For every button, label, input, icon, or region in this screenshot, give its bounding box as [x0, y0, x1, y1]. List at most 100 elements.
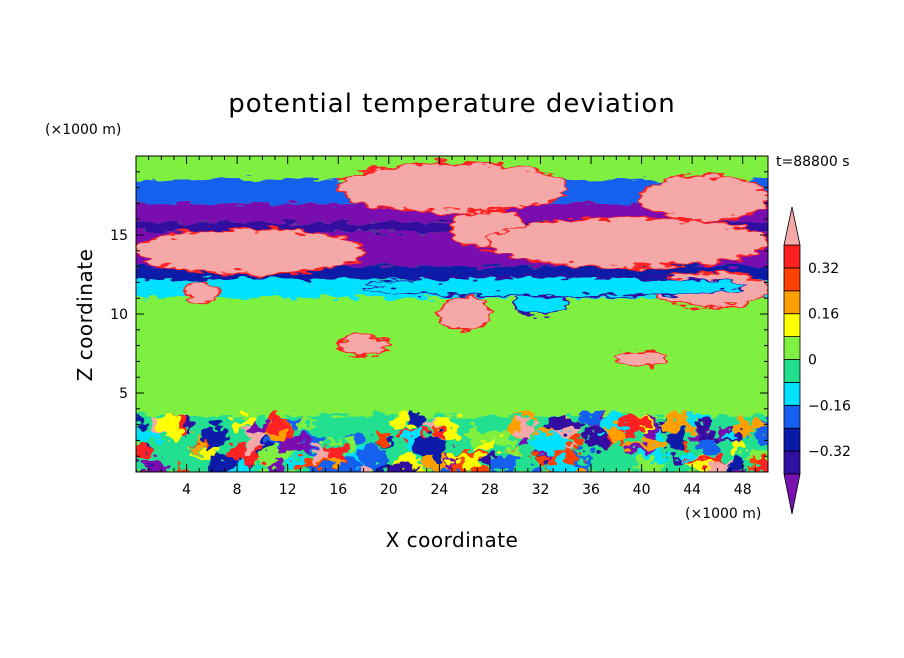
- x-tick-label: 20: [380, 482, 398, 498]
- band-8: [136, 345, 768, 417]
- turb-cell: [551, 458, 575, 472]
- x-tick-label: 24: [430, 482, 448, 498]
- turb-cell: [385, 462, 420, 472]
- feature-6: [186, 282, 219, 302]
- turb-cell: [435, 425, 445, 437]
- turb-cell: [519, 436, 531, 446]
- colorbar-box: [783, 290, 801, 315]
- turb-cell: [574, 467, 592, 472]
- x-tick-label: 36: [582, 482, 600, 498]
- turb-cell: [345, 439, 356, 453]
- x-tick-label: 44: [683, 482, 701, 498]
- turb-cell: [581, 453, 590, 463]
- x-tick-label: 4: [182, 482, 191, 498]
- turb-cell: [136, 415, 145, 431]
- turb-cell: [123, 437, 132, 454]
- y-tick-label: 5: [119, 386, 128, 402]
- feature-4: [489, 219, 768, 267]
- colorbar-box: [783, 267, 801, 292]
- turb-cell: [624, 446, 657, 453]
- feature-11: [363, 277, 743, 296]
- turb-cell: [247, 421, 269, 434]
- y-tick-label: 15: [110, 228, 128, 244]
- turb-cell: [270, 456, 280, 472]
- turb-cell: [277, 435, 313, 452]
- x-axis-unit: (×1000 m): [685, 506, 761, 522]
- colorbar-box: [783, 404, 801, 429]
- x-tick-label: 16: [329, 482, 347, 498]
- turb-cell: [568, 434, 585, 449]
- turb-cell: [608, 465, 631, 472]
- x-tick-label: 40: [633, 482, 651, 498]
- turb-cell: [451, 464, 464, 472]
- turb-cell: [685, 413, 713, 422]
- colorbar-box: [783, 244, 801, 269]
- turb-cell: [619, 412, 647, 437]
- feature-9: [616, 351, 667, 365]
- turb-cell: [267, 412, 284, 436]
- turb-cell: [602, 428, 628, 439]
- colorbar: 0.32 0.16 0 −0.16 −0.32: [783, 206, 851, 515]
- turb-cell: [492, 452, 521, 472]
- feature-2: [136, 230, 364, 273]
- colorbar-box: [783, 450, 801, 475]
- turb-cell: [770, 459, 783, 468]
- y-axis-ticks: 5 10 15: [110, 171, 768, 457]
- turb-cell: [516, 418, 533, 443]
- turb-cell: [731, 441, 743, 458]
- turb-cell: [294, 422, 316, 430]
- turb-cell: [337, 458, 362, 472]
- turb-cell: [689, 455, 723, 462]
- turb-cell: [359, 445, 387, 469]
- turb-cell: [405, 410, 426, 430]
- feature-7: [439, 298, 490, 330]
- turb-cell: [136, 464, 147, 472]
- x-axis-label: X coordinate: [386, 528, 519, 552]
- turb-cell: [413, 433, 449, 459]
- colorbar-tick-label: 0.32: [808, 261, 839, 277]
- turb-cell: [139, 472, 169, 483]
- turb-cell: [430, 426, 439, 433]
- colorbar-box: [783, 313, 801, 338]
- turb-cell: [765, 463, 768, 472]
- turb-cell: [633, 457, 662, 472]
- colorbar-box: [783, 381, 801, 406]
- colorbar-box: [783, 336, 801, 360]
- boundary-layer-turbulence: [123, 410, 783, 483]
- turb-cell: [183, 414, 195, 436]
- x-tick-label: 12: [279, 482, 297, 498]
- turb-cell: [533, 453, 548, 467]
- colorbar-box: [783, 427, 801, 452]
- contour-features: [136, 161, 768, 367]
- turb-cell: [169, 421, 180, 446]
- turb-cell: [446, 471, 464, 472]
- turb-cell: [177, 462, 187, 472]
- x-axis-ticks: 4 8 12 16 20 24 28 32 36 40 44 48: [148, 156, 756, 498]
- turb-cell: [193, 436, 203, 455]
- turb-cell: [545, 416, 582, 432]
- feature-1: [641, 176, 768, 220]
- turb-cell: [754, 451, 768, 461]
- y-axis-label: Z coordinate: [73, 249, 97, 382]
- feature-8: [338, 336, 389, 354]
- colorbar-tick-label: 0: [808, 353, 817, 369]
- turb-cell: [206, 454, 239, 472]
- chart-title: potential temperature deviation: [228, 89, 675, 119]
- turb-cell: [532, 431, 569, 454]
- time-label: t=88800 s: [776, 154, 850, 170]
- turb-cell: [724, 430, 738, 438]
- x-tick-label: 48: [734, 482, 752, 498]
- colorbar-tick-label: 0.16: [808, 307, 839, 323]
- turb-cell: [699, 436, 720, 456]
- colorbar-max-triangle: [783, 206, 801, 246]
- turb-cell: [136, 445, 151, 461]
- x-tick-label: 32: [532, 482, 550, 498]
- y-tick-label: 10: [110, 307, 128, 323]
- feature-10: [515, 293, 566, 315]
- turb-cell: [717, 427, 727, 440]
- turb-cell: [303, 464, 339, 472]
- colorbar-min-triangle: [783, 473, 801, 515]
- turb-cell: [374, 425, 389, 444]
- turb-cell: [390, 415, 412, 429]
